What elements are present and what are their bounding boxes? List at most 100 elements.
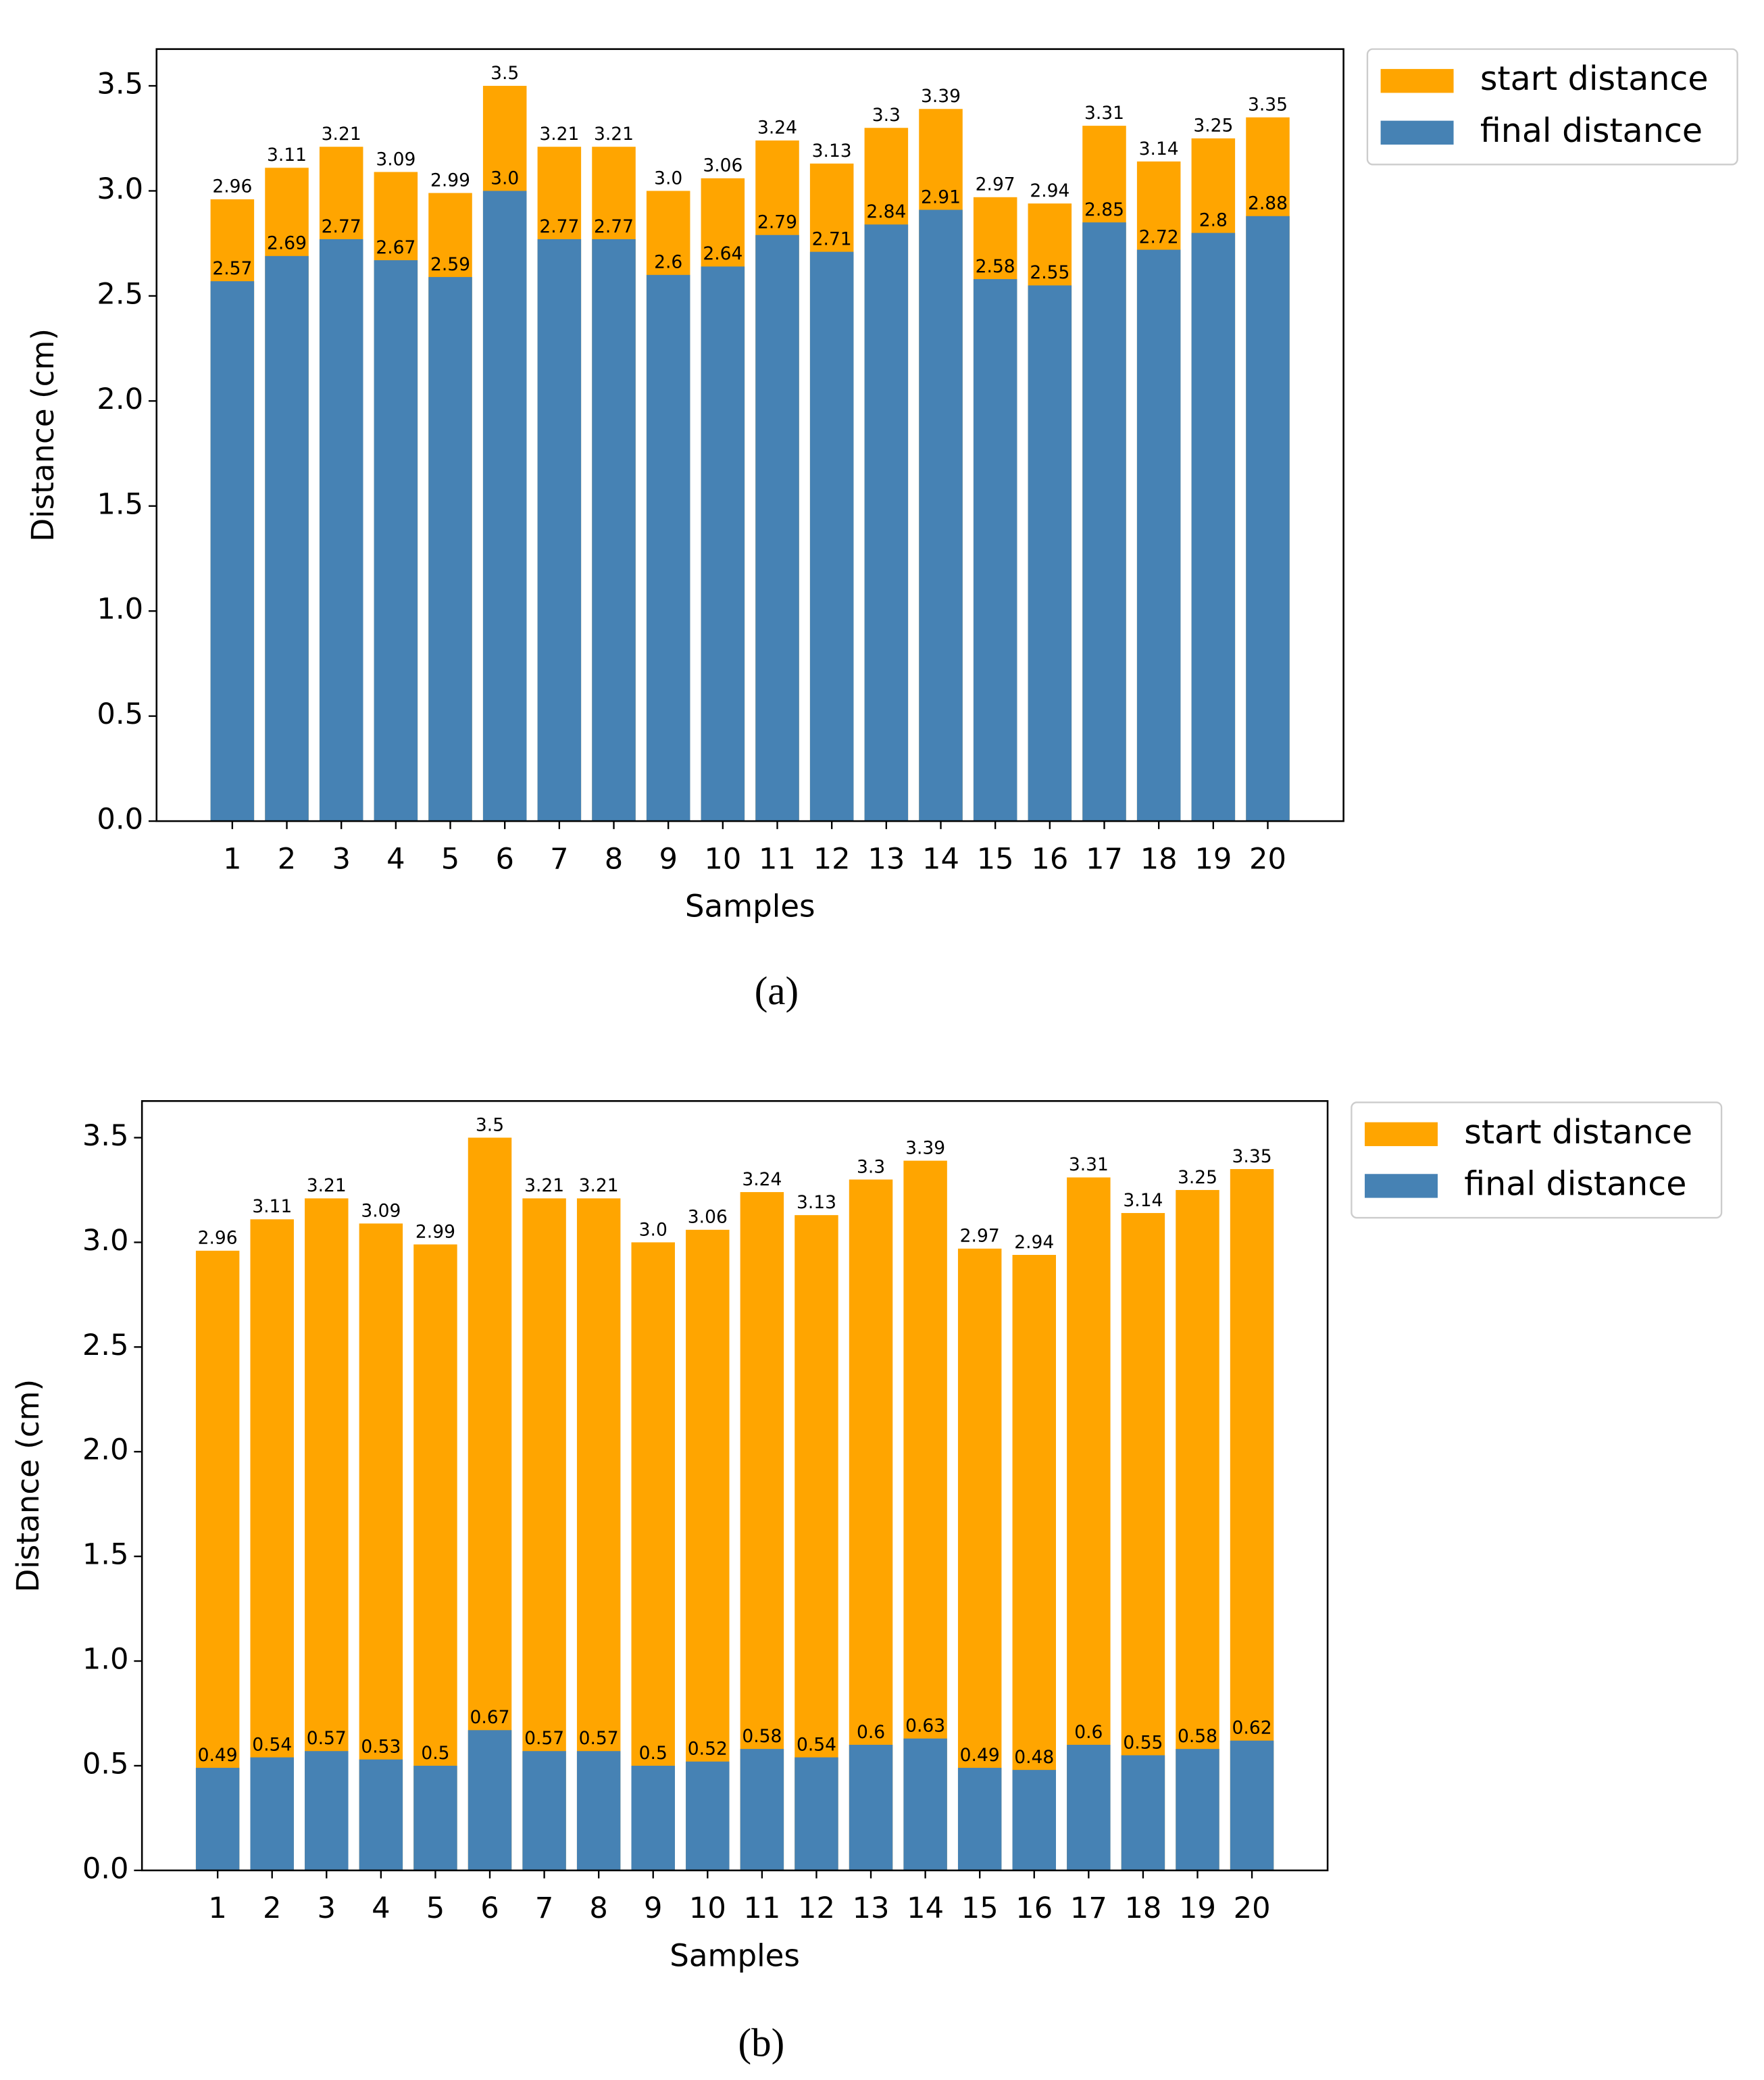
data-label: 2.96 (198, 1228, 238, 1249)
data-label: 3.09 (361, 1200, 401, 1221)
data-label: 2.88 (1248, 193, 1288, 214)
data-label: 2.64 (703, 243, 742, 264)
y-axis-label: Distance (cm) (10, 1379, 46, 1593)
y-tick-label: 3.0 (97, 172, 143, 206)
x-tick-label: 14 (907, 1891, 944, 1925)
bar (973, 279, 1017, 822)
data-label: 3.09 (376, 149, 415, 170)
data-label: 3.5 (476, 1114, 504, 1135)
bar (428, 276, 472, 822)
data-label: 2.69 (267, 233, 307, 254)
bar (592, 239, 636, 822)
data-label: 3.39 (921, 86, 961, 107)
x-tick-label: 13 (853, 1891, 890, 1925)
x-tick-label: 12 (813, 842, 851, 876)
data-label: 3.0 (654, 168, 682, 189)
x-tick-label: 15 (977, 842, 1014, 876)
data-label: 2.77 (594, 216, 634, 237)
bar (903, 1738, 947, 1871)
bar (374, 260, 418, 822)
data-label: 3.24 (757, 118, 797, 139)
y-tick-label: 3.5 (97, 68, 143, 101)
bar (809, 251, 854, 822)
data-label: 3.11 (252, 1196, 292, 1217)
bar (755, 234, 799, 822)
bar (686, 1761, 730, 1871)
data-label: 2.77 (539, 216, 579, 237)
legend-label: start distance (1480, 59, 1709, 98)
axes-frame (141, 1100, 1329, 1872)
data-label: 3.21 (524, 1175, 564, 1196)
x-tick-label: 11 (759, 842, 796, 876)
x-tick-label: 15 (961, 1891, 999, 1925)
data-label: 0.53 (361, 1736, 401, 1757)
x-tick-label: 10 (704, 842, 741, 876)
data-label: 3.35 (1248, 94, 1288, 115)
data-label: 3.0 (639, 1219, 667, 1240)
caption: (a) (755, 969, 799, 1013)
data-label: 2.84 (866, 201, 906, 222)
bar (795, 1757, 838, 1871)
data-label: 3.13 (797, 1192, 836, 1213)
y-tick-label: 0.0 (82, 1852, 129, 1885)
x-tick-label: 10 (689, 1891, 726, 1925)
x-tick-label: 14 (922, 842, 959, 876)
bar (1012, 1255, 1057, 1871)
data-label: 3.06 (688, 1207, 728, 1228)
bar (265, 255, 309, 822)
x-tick-label: 16 (1015, 1891, 1053, 1925)
data-label: 0.57 (307, 1728, 347, 1749)
x-tick-label: 5 (441, 842, 459, 876)
data-label: 3.31 (1069, 1154, 1109, 1175)
data-label: 3.06 (703, 155, 742, 176)
data-label: 3.21 (322, 124, 361, 145)
legend-swatch (1380, 69, 1454, 93)
data-label: 0.48 (1014, 1747, 1054, 1768)
data-label: 0.5 (639, 1743, 667, 1764)
x-tick-label: 20 (1249, 842, 1286, 876)
bar (250, 1757, 294, 1871)
y-tick-label: 1.5 (82, 1538, 129, 1572)
legend-label: start distance (1464, 1112, 1692, 1152)
x-tick-label: 7 (535, 1891, 553, 1925)
data-label: 3.14 (1123, 1190, 1163, 1211)
x-tick-label: 5 (426, 1891, 445, 1925)
bar (1191, 232, 1236, 822)
legend: start distance final distance (1366, 48, 1738, 166)
bar (537, 239, 582, 822)
x-tick-label: 12 (798, 1891, 835, 1925)
bar (1176, 1749, 1219, 1871)
bar (522, 1751, 566, 1871)
data-label: 2.99 (430, 170, 470, 191)
legend-label: final distance (1464, 1164, 1686, 1203)
y-tick-label: 2.5 (82, 1329, 129, 1362)
x-tick-label: 19 (1194, 842, 1232, 876)
data-label: 0.49 (198, 1745, 238, 1766)
y-tick-label: 1.5 (97, 487, 143, 521)
data-label: 3.21 (579, 1175, 619, 1196)
data-label: 3.11 (267, 145, 307, 166)
legend: start distance final distance (1351, 1101, 1723, 1219)
data-label: 3.3 (857, 1156, 885, 1177)
y-tick-label: 2.0 (82, 1433, 129, 1467)
y-tick-label: 0.5 (82, 1747, 129, 1781)
x-axis-label: Samples (670, 1937, 800, 1973)
data-label: 3.13 (812, 141, 852, 162)
x-tick-label: 9 (659, 842, 677, 876)
data-label: 0.55 (1123, 1732, 1163, 1753)
x-tick-label: 1 (223, 842, 241, 876)
bar (864, 224, 909, 822)
data-label: 0.52 (688, 1739, 728, 1760)
x-tick-label: 18 (1140, 842, 1178, 876)
data-label: 2.97 (960, 1226, 1000, 1247)
bar (957, 1248, 1002, 1871)
data-label: 0.6 (1074, 1722, 1103, 1743)
x-tick-label: 20 (1234, 1891, 1271, 1925)
x-tick-label: 7 (550, 842, 568, 876)
caption: (b) (738, 2021, 785, 2064)
data-label: 0.63 (905, 1715, 945, 1736)
data-label: 2.91 (921, 187, 961, 207)
y-tick-label: 0.5 (97, 697, 143, 731)
data-label: 3.31 (1084, 103, 1124, 124)
